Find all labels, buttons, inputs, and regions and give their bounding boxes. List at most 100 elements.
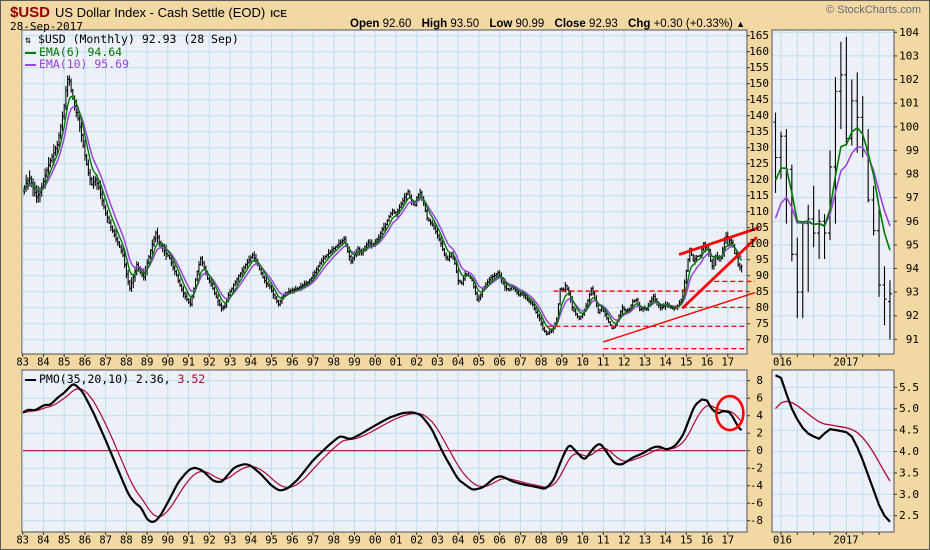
close-value: 92.93 [589, 18, 618, 30]
pmo-line [23, 383, 743, 524]
chart-date: 28-Sep-2017 [10, 20, 83, 33]
svg-text:95: 95 [265, 535, 278, 547]
svg-text:11: 11 [597, 535, 610, 547]
svg-text:016: 016 [773, 535, 792, 547]
svg-text:14: 14 [659, 357, 672, 369]
svg-text:00: 00 [369, 357, 382, 369]
chart-toggle-icon[interactable]: ⇅ [25, 35, 32, 46]
svg-text:130: 130 [749, 141, 769, 154]
svg-text:85: 85 [756, 285, 769, 298]
svg-text:96: 96 [286, 357, 299, 369]
chg-value: +0.30 (+0.33%) [653, 18, 733, 30]
svg-text:94: 94 [244, 357, 257, 369]
svg-text:16: 16 [701, 535, 714, 547]
svg-text:86: 86 [79, 535, 92, 547]
svg-text:80: 80 [756, 301, 769, 314]
svg-text:-8: -8 [750, 514, 763, 527]
svg-text:110: 110 [749, 205, 769, 218]
svg-text:4.5: 4.5 [899, 424, 919, 437]
svg-text:06: 06 [493, 357, 506, 369]
svg-text:02: 02 [410, 535, 423, 547]
svg-text:90: 90 [756, 269, 769, 282]
svg-text:07: 07 [514, 535, 527, 547]
svg-text:12: 12 [618, 357, 631, 369]
chart-header-row: $USD US Dollar Index - Cash Settle (EOD) I… [10, 4, 287, 21]
svg-text:-6: -6 [750, 497, 763, 510]
svg-text:97: 97 [906, 191, 919, 204]
price-legend: ⇅ $USD (Monthly) 92.93 (28 Sep) [25, 32, 239, 46]
inset-ema6-line [774, 127, 891, 251]
low-value: 90.99 [515, 18, 545, 30]
svg-text:98: 98 [906, 168, 919, 181]
svg-text:83: 83 [16, 535, 29, 547]
svg-text:08: 08 [535, 535, 548, 547]
ema6-legend: EMA(6) 94.64 [25, 45, 122, 59]
svg-text:75: 75 [756, 317, 769, 330]
ema6-line [23, 95, 743, 330]
svg-text:98: 98 [327, 535, 340, 547]
svg-text:87: 87 [99, 535, 112, 547]
svg-text:88: 88 [120, 357, 133, 369]
svg-text:84: 84 [37, 357, 50, 369]
svg-text:100: 100 [749, 237, 769, 250]
svg-text:88: 88 [120, 535, 133, 547]
svg-text:02: 02 [410, 357, 423, 369]
svg-text:5.0: 5.0 [899, 402, 919, 415]
svg-text:91: 91 [182, 535, 195, 547]
svg-text:11: 11 [597, 357, 610, 369]
svg-text:2.5: 2.5 [899, 509, 919, 522]
svg-text:104: 104 [899, 26, 919, 39]
svg-text:83: 83 [16, 357, 29, 369]
svg-text:01: 01 [390, 357, 403, 369]
svg-text:120: 120 [749, 173, 769, 186]
svg-text:101: 101 [899, 97, 919, 110]
svg-text:03: 03 [431, 535, 444, 547]
svg-text:-2: -2 [750, 462, 763, 475]
chg-up-arrow-icon: ▲ [736, 19, 745, 29]
svg-text:96: 96 [906, 215, 919, 228]
svg-text:103: 103 [899, 49, 919, 62]
symbol: $USD [10, 4, 51, 21]
exchange-label: ICE [270, 9, 287, 20]
svg-text:016: 016 [773, 357, 792, 369]
svg-text:05: 05 [473, 535, 486, 547]
svg-text:93: 93 [906, 286, 919, 299]
svg-text:03: 03 [431, 357, 444, 369]
svg-text:93: 93 [224, 357, 237, 369]
svg-text:92: 92 [906, 309, 919, 322]
inset-pmo-signal-line [775, 400, 891, 482]
svg-text:165: 165 [749, 29, 769, 42]
svg-text:95: 95 [906, 238, 919, 251]
svg-text:93: 93 [224, 535, 237, 547]
svg-text:99: 99 [906, 144, 919, 157]
svg-text:140: 140 [749, 109, 769, 122]
svg-text:85: 85 [58, 357, 71, 369]
low-label: Low [489, 18, 513, 30]
svg-text:87: 87 [99, 357, 112, 369]
svg-text:85: 85 [58, 535, 71, 547]
svg-text:4: 4 [756, 409, 763, 422]
svg-text:90: 90 [162, 535, 175, 547]
svg-text:98: 98 [327, 357, 340, 369]
page-title: US Dollar Index - Cash Settle (EOD) [55, 5, 266, 20]
svg-text:17: 17 [721, 535, 734, 547]
svg-text:09: 09 [556, 535, 569, 547]
pmo-dash-icon [25, 378, 36, 381]
red-trendline-annotations [547, 226, 760, 350]
svg-text:04: 04 [452, 535, 465, 547]
svg-text:5.5: 5.5 [899, 381, 919, 394]
ohlc-quote-bar: Open 92.60 High 93.50 Low 90.99 Close 92… [343, 18, 745, 30]
price-legend-text: $USD (Monthly) 92.93 (28 Sep) [37, 32, 239, 46]
svg-text:3.0: 3.0 [899, 488, 919, 501]
svg-text:10: 10 [576, 535, 589, 547]
svg-text:89: 89 [141, 535, 154, 547]
svg-text:2017: 2017 [833, 535, 858, 547]
svg-text:125: 125 [749, 157, 769, 170]
svg-text:15: 15 [680, 535, 693, 547]
svg-text:92: 92 [203, 357, 216, 369]
svg-text:135: 135 [749, 125, 769, 138]
svg-text:09: 09 [556, 357, 569, 369]
ema6-dash-icon [25, 51, 36, 54]
svg-text:95: 95 [265, 357, 278, 369]
